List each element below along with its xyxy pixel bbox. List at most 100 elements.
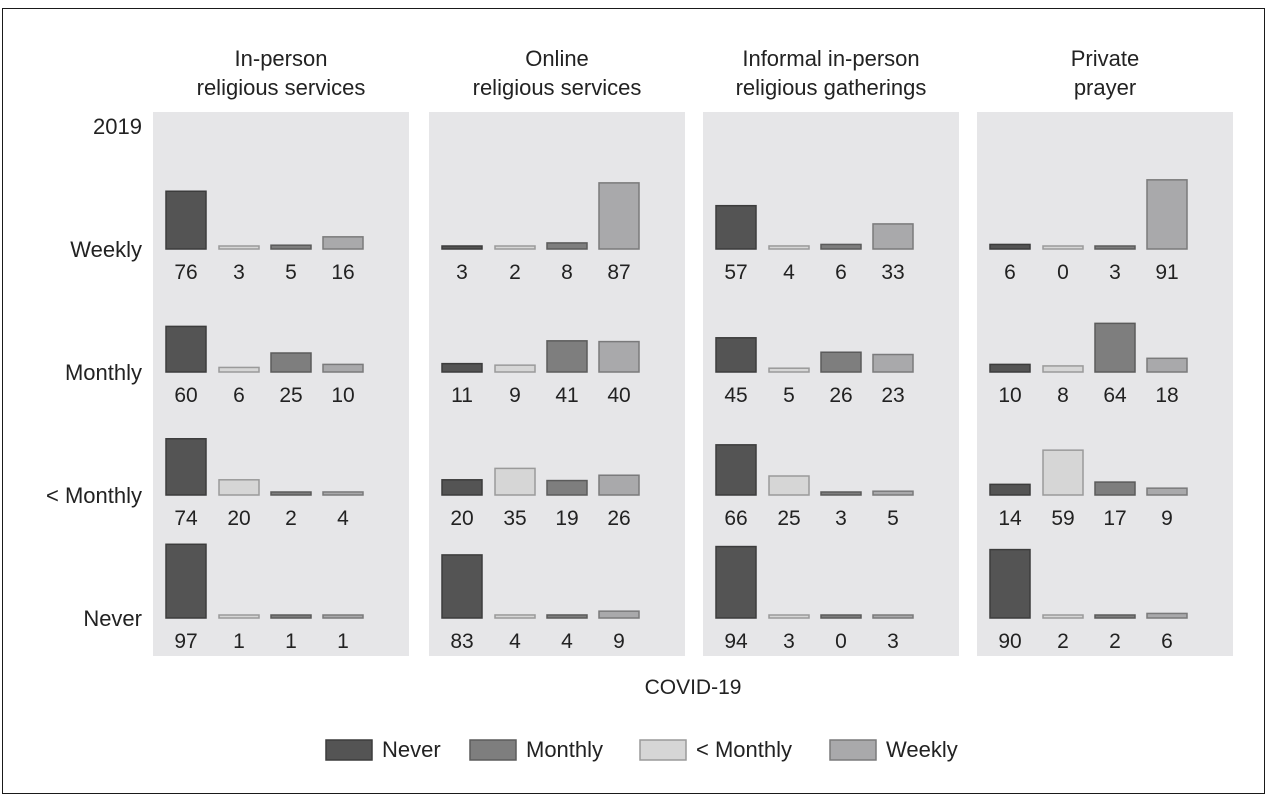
bar-row1-panel4-weekly [1146, 179, 1188, 250]
legend-swatch-never [325, 739, 373, 761]
panel-title-4-line-1: Private [1071, 46, 1139, 71]
legend-swatch-monthly [469, 739, 517, 761]
bar-row3-panel3-lt-monthly [768, 475, 810, 496]
bar-row4-panel4-lt-monthly [1042, 614, 1084, 619]
bar-row2-panel3-monthly [820, 351, 862, 373]
bar-row4-panel3-never [715, 545, 757, 619]
bar-row4-panel4-lt-monthly-value-label: 2 [1057, 630, 1069, 653]
bar-row1-panel3-lt-monthly-value-label: 4 [783, 261, 795, 284]
bar-row1-panel4-monthly [1094, 245, 1136, 250]
panel-title-2-line-2: religious services [473, 75, 642, 100]
bar-row1-panel1-monthly-value-label: 5 [285, 261, 297, 284]
legend-label-lt-monthly: < Monthly [696, 737, 792, 762]
bar-row4-panel2-lt-monthly [494, 614, 536, 619]
bar-row1-panel3-lt-monthly [768, 245, 810, 250]
bar-row1-panel3-never-value-label: 57 [724, 261, 747, 284]
bar-row2-panel1-lt-monthly [218, 366, 260, 373]
bar-row4-panel3-lt-monthly [768, 614, 810, 619]
bar-row1-panel3-monthly-value-label: 6 [835, 261, 847, 284]
bar-row1-panel2-weekly-value-label: 87 [607, 261, 630, 284]
bar-row2-panel1-weekly-value-label: 10 [331, 384, 354, 407]
legend-label-monthly: Monthly [526, 737, 603, 762]
bar-row3-panel2-monthly-value-label: 19 [555, 507, 578, 530]
bar-row4-panel1-weekly [322, 614, 364, 619]
row-axis-title: 2019 [93, 114, 142, 139]
bar-row3-panel1-monthly [270, 491, 312, 496]
panel-title-3-line-2: religious gatherings [736, 75, 927, 100]
bar-row4-panel1-monthly-value-label: 1 [285, 630, 297, 653]
row-label-lt-monthly: < Monthly [46, 483, 142, 508]
legend-swatch-lt-monthly [639, 739, 687, 761]
bar-row2-panel2-never-value-label: 11 [451, 384, 473, 407]
bar-row3-panel4-lt-monthly-value-label: 59 [1051, 507, 1074, 530]
bar-row4-panel4-weekly [1146, 612, 1188, 619]
row-label-never: Never [83, 606, 142, 631]
bar-row1-panel3-never [715, 204, 757, 250]
bar-row1-panel2-lt-monthly [494, 245, 536, 250]
bar-row2-panel1-weekly [322, 363, 364, 373]
panel-title-3-line-1: Informal in-person [742, 46, 919, 71]
bar-row1-panel2-lt-monthly-value-label: 2 [509, 261, 521, 284]
bar-row1-panel2-never [441, 245, 483, 250]
bar-row1-panel1-lt-monthly-value-label: 3 [233, 261, 245, 284]
bar-row1-panel4-never-value-label: 6 [1004, 261, 1016, 284]
bar-row4-panel1-lt-monthly [218, 614, 260, 619]
bar-row3-panel2-monthly [546, 479, 588, 496]
bar-row1-panel1-monthly [270, 244, 312, 250]
bar-row2-panel3-lt-monthly [768, 367, 810, 373]
bar-row4-panel3-never-value-label: 94 [724, 630, 748, 653]
bar-row3-panel3-lt-monthly-value-label: 25 [777, 507, 800, 530]
bar-row4-panel2-weekly-value-label: 9 [613, 630, 625, 653]
bar-row3-panel1-never-value-label: 74 [174, 507, 198, 530]
bar-row1-panel4-monthly-value-label: 3 [1109, 261, 1121, 284]
bar-row3-panel1-lt-monthly [218, 479, 260, 496]
bar-row1-panel2-monthly-value-label: 8 [561, 261, 573, 284]
bar-row4-panel2-monthly-value-label: 4 [561, 630, 573, 653]
bar-row1-panel1-never-value-label: 76 [174, 261, 197, 284]
bar-row4-panel1-lt-monthly-value-label: 1 [233, 630, 245, 653]
bar-row2-panel3-weekly-value-label: 23 [881, 384, 904, 407]
bar-row4-panel4-weekly-value-label: 6 [1161, 630, 1173, 653]
bar-row1-panel1-never [165, 190, 207, 250]
bar-row3-panel1-monthly-value-label: 2 [285, 507, 297, 530]
bar-row2-panel4-lt-monthly-value-label: 8 [1057, 384, 1069, 407]
bar-row3-panel2-weekly [598, 474, 640, 496]
bar-row3-panel4-weekly-value-label: 9 [1161, 507, 1173, 530]
bar-row3-panel2-weekly-value-label: 26 [607, 507, 630, 530]
bar-row2-panel3-never-value-label: 45 [724, 384, 747, 407]
bar-row1-panel4-never [989, 243, 1031, 250]
bar-row3-panel4-monthly [1094, 481, 1136, 496]
bar-row4-panel1-never-value-label: 97 [174, 630, 197, 653]
bar-row2-panel1-never [165, 325, 207, 373]
bar-row2-panel2-lt-monthly-value-label: 9 [509, 384, 521, 407]
bar-row4-panel4-never [989, 548, 1031, 619]
bar-row3-panel4-weekly [1146, 487, 1188, 496]
bar-row2-panel4-monthly-value-label: 64 [1103, 384, 1127, 407]
panel-title-1-line-2: religious services [197, 75, 366, 100]
bar-row2-panel2-monthly [546, 340, 588, 373]
panel-title-2-line-1: Online [525, 46, 589, 71]
bar-row1-panel3-weekly [872, 223, 914, 250]
bar-row3-panel3-monthly [820, 491, 862, 496]
bar-row2-panel3-lt-monthly-value-label: 5 [783, 384, 795, 407]
bar-row3-panel1-weekly [322, 491, 364, 496]
legend-label-weekly: Weekly [886, 737, 958, 762]
bar-row3-panel3-weekly-value-label: 5 [887, 507, 899, 530]
bar-row4-panel2-never-value-label: 83 [450, 630, 473, 653]
bar-row4-panel4-never-value-label: 90 [998, 630, 1021, 653]
bar-row2-panel3-weekly [872, 353, 914, 373]
legend-swatch-weekly [829, 739, 877, 761]
row-label-monthly: Monthly [65, 360, 142, 385]
bar-row3-panel1-weekly-value-label: 4 [337, 507, 349, 530]
bar-row2-panel4-monthly [1094, 322, 1136, 373]
bar-row4-panel4-monthly [1094, 614, 1136, 619]
bar-row4-panel1-weekly-value-label: 1 [337, 630, 349, 653]
bar-row3-panel2-never-value-label: 20 [450, 507, 473, 530]
bar-row1-panel2-never-value-label: 3 [456, 261, 468, 284]
bar-row4-panel2-weekly [598, 610, 640, 619]
bar-row3-panel1-lt-monthly-value-label: 20 [227, 507, 250, 530]
bar-row1-panel4-weekly-value-label: 91 [1155, 261, 1178, 284]
bar-row1-panel2-weekly [598, 182, 640, 250]
bar-row2-panel2-monthly-value-label: 41 [555, 384, 578, 407]
bar-row1-panel1-weekly-value-label: 16 [331, 261, 354, 284]
